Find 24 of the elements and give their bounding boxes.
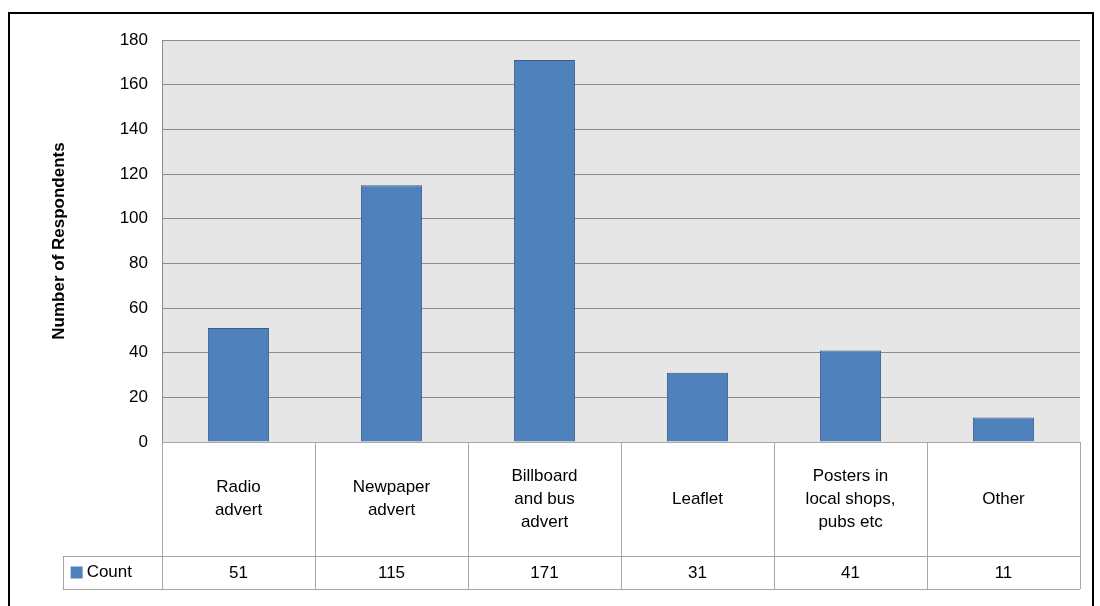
data-label: 115 — [377, 563, 406, 583]
y-tick-label: 160 — [119, 74, 148, 94]
x-tick-label: Posters in local shops, pubs etc — [805, 465, 896, 531]
y-tick-label: 60 — [129, 297, 148, 317]
x-tick-label: Leaflet — [671, 488, 724, 508]
data-label: 11 — [994, 563, 1013, 583]
y-tick-label: 120 — [119, 163, 148, 183]
data-label: 51 — [229, 563, 248, 583]
x-tick-label: Billboard and bus advert — [511, 465, 578, 531]
y-tick-label: 0 — [138, 431, 148, 451]
data-label: 171 — [530, 563, 559, 583]
y-tick-label: 40 — [129, 342, 148, 362]
legend-label: Count — [86, 562, 133, 582]
x-tick-label: Radio advert — [214, 477, 263, 520]
y-axis-title: Number of Respondents — [48, 142, 68, 340]
y-tick-label: 100 — [119, 208, 148, 228]
y-tick-label: 20 — [129, 387, 148, 407]
y-tick-label: 140 — [119, 119, 148, 139]
data-label: 31 — [688, 563, 707, 583]
data-label: 41 — [841, 563, 860, 583]
y-tick-label: 180 — [119, 29, 148, 49]
x-tick-label: Other — [982, 488, 1026, 508]
y-tick-label: 80 — [129, 253, 148, 273]
x-tick-label: Newpaper advert — [352, 477, 431, 520]
